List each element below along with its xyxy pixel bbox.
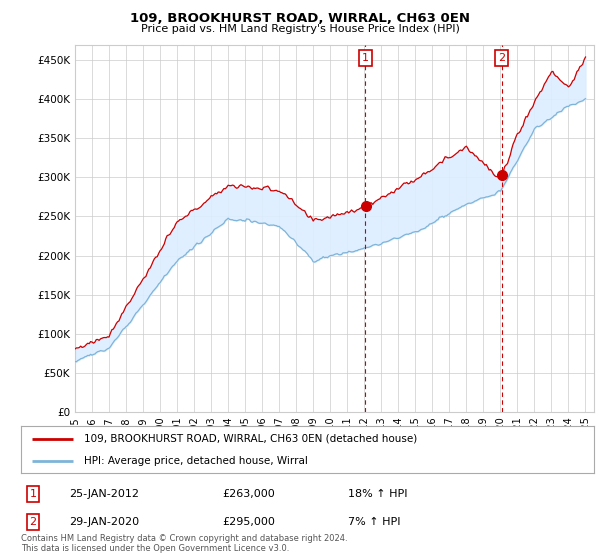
Text: 1: 1	[29, 489, 37, 499]
Text: 109, BROOKHURST ROAD, WIRRAL, CH63 0EN: 109, BROOKHURST ROAD, WIRRAL, CH63 0EN	[130, 12, 470, 25]
Text: 7% ↑ HPI: 7% ↑ HPI	[348, 517, 401, 527]
Text: 2: 2	[498, 53, 505, 63]
Text: 109, BROOKHURST ROAD, WIRRAL, CH63 0EN (detached house): 109, BROOKHURST ROAD, WIRRAL, CH63 0EN (…	[84, 434, 417, 444]
Text: £295,000: £295,000	[222, 517, 275, 527]
Text: 18% ↑ HPI: 18% ↑ HPI	[348, 489, 407, 499]
Text: HPI: Average price, detached house, Wirral: HPI: Average price, detached house, Wirr…	[84, 456, 308, 466]
Text: 25-JAN-2012: 25-JAN-2012	[69, 489, 139, 499]
Text: 29-JAN-2020: 29-JAN-2020	[69, 517, 139, 527]
Text: 2: 2	[29, 517, 37, 527]
Text: Contains HM Land Registry data © Crown copyright and database right 2024.
This d: Contains HM Land Registry data © Crown c…	[21, 534, 347, 553]
Text: £263,000: £263,000	[222, 489, 275, 499]
Text: Price paid vs. HM Land Registry's House Price Index (HPI): Price paid vs. HM Land Registry's House …	[140, 24, 460, 34]
Text: 1: 1	[362, 53, 369, 63]
